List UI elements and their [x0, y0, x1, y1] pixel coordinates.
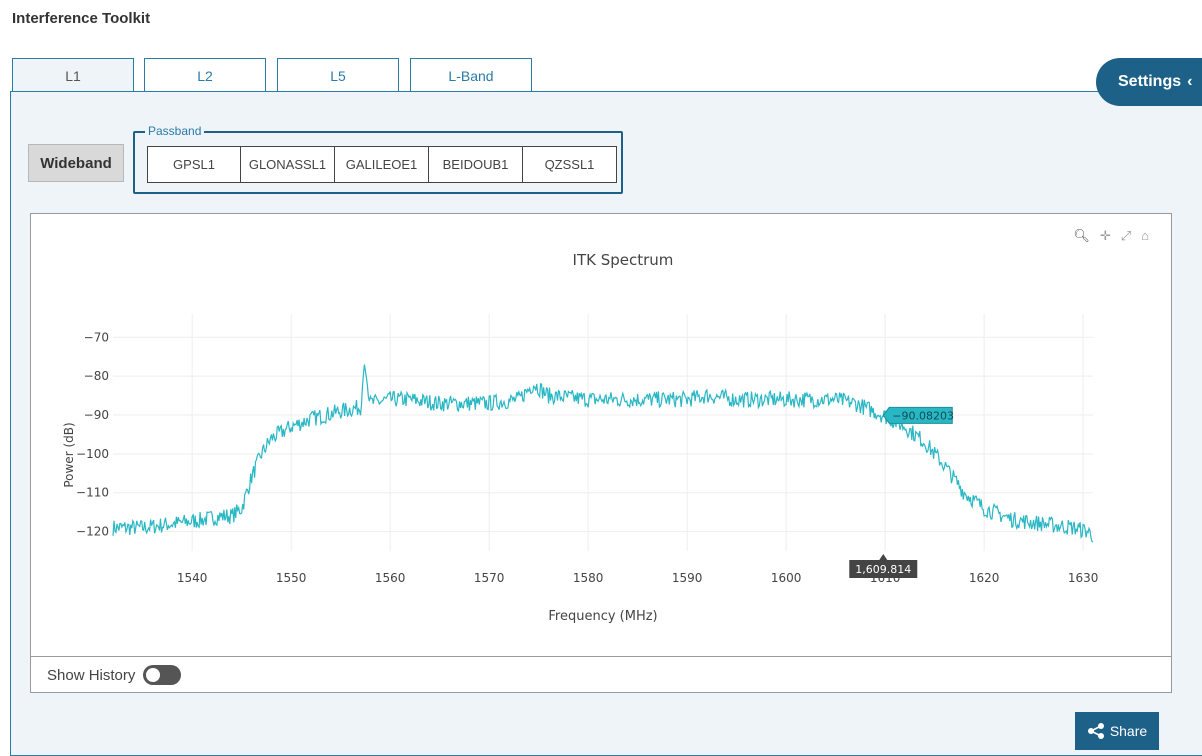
tab-l2[interactable]: L2 [144, 58, 266, 92]
x-tick-label: 1630 [1068, 571, 1099, 585]
tab-l5[interactable]: L5 [277, 58, 399, 92]
spectrum-chart[interactable]: 1540155015601570158015901600161016201630… [31, 214, 1171, 656]
wideband-button[interactable]: Wideband [28, 144, 124, 182]
chevron-left-icon: ‹ [1187, 73, 1193, 90]
spectrum-trace [112, 364, 1094, 543]
settings-button[interactable]: Settings ‹ [1096, 58, 1202, 106]
y-tick-label: −110 [76, 486, 109, 500]
passband-beidoub1-button[interactable]: BEIDOUB1 [429, 146, 523, 183]
y-tick-label: −100 [76, 447, 109, 461]
y-tick-label: −80 [84, 369, 109, 383]
home-icon[interactable]: ⌂ [1141, 228, 1149, 243]
autoscale-icon[interactable]: ⤢ [1120, 228, 1132, 243]
hover-x-label: 1,609.814 [849, 554, 918, 578]
passband-group: Passband GPSL1 GLONASSL1 GALILEOE1 BEIDO… [133, 124, 623, 194]
passband-glonassl1-button[interactable]: GLONASSL1 [241, 146, 335, 183]
x-tick-label: 1570 [474, 571, 505, 585]
x-tick-label: 1550 [276, 571, 307, 585]
x-tick-label: 1590 [672, 571, 703, 585]
passband-qzssl1-button[interactable]: QZSSL1 [523, 146, 617, 183]
x-tick-label: 1580 [573, 571, 604, 585]
hover-x-value: 1,609.814 [855, 563, 911, 576]
passband-galileoe1-button[interactable]: GALILEOE1 [335, 146, 429, 183]
y-tick-label: −70 [84, 330, 109, 344]
passband-gpsl1-button[interactable]: GPSL1 [147, 146, 241, 183]
share-label: Share [1109, 723, 1148, 739]
pan-icon[interactable]: ✛ [1099, 228, 1111, 243]
zoom-icon[interactable]: 🔍︎ [1073, 228, 1090, 243]
chart-modebar: 🔍︎ ✛ ⤢ ⌂ [1073, 228, 1149, 244]
x-tick-label: 1600 [771, 571, 802, 585]
chart-title: ITK Spectrum [573, 251, 674, 269]
y-axis-label: Power (dB) [62, 422, 76, 487]
app-title: Interference Toolkit [12, 10, 151, 27]
toggle-knob [146, 668, 161, 682]
hover-y-label: −90.08203 [882, 406, 954, 424]
tab-l-band[interactable]: L-Band [410, 58, 532, 92]
show-history-label: Show History [47, 666, 136, 684]
share-icon [1087, 723, 1104, 739]
passband-options: GPSL1 GLONASSL1 GALILEOE1 BEIDOUB1 QZSSL… [147, 146, 617, 183]
settings-label: Settings [1118, 73, 1182, 90]
show-history-toggle[interactable] [143, 665, 182, 685]
x-axis-label: Frequency (MHz) [548, 609, 657, 624]
history-bar: Show History [31, 656, 1171, 693]
tab-l1[interactable]: L1 [12, 58, 134, 93]
x-tick-label: 1540 [177, 571, 208, 585]
spectrum-chart-card: 🔍︎ ✛ ⤢ ⌂ 1540155015601570158015901600161… [30, 213, 1172, 693]
y-tick-label: −90 [84, 408, 109, 422]
hover-y-value: −90.08203 [892, 409, 954, 422]
x-tick-label: 1560 [375, 571, 406, 585]
passband-legend: Passband [145, 124, 205, 138]
y-tick-label: −120 [76, 525, 109, 539]
share-button[interactable]: Share [1075, 712, 1159, 750]
x-tick-label: 1620 [969, 571, 1000, 585]
